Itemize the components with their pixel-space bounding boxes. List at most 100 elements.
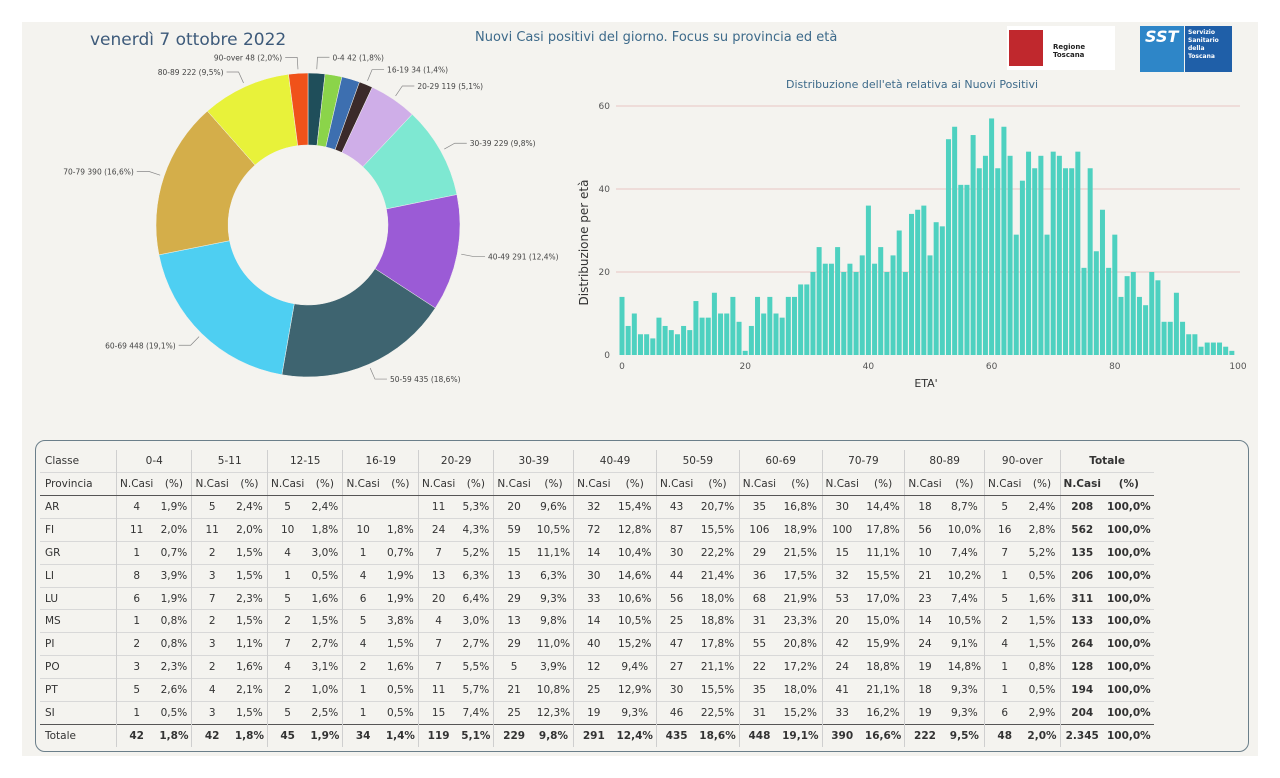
bar-age-88 — [1161, 321, 1167, 355]
pct-cell: 11,1% — [861, 540, 905, 565]
pct-cell: 9,3% — [944, 701, 985, 725]
age-donut-chart: 0-4 42 (1,8%)16-19 34 (1,4%) 20-29 119 (5… — [63, 53, 558, 384]
table-row: PI 2 0,8% 3 1,1% 7 2,7% 4 1,5% 7 2,7% 29 11,0% 40 15,2… — [40, 632, 1154, 656]
pct-cell: 23,3% — [779, 609, 823, 633]
ncasi-cell: 20 — [417, 586, 459, 610]
pct-cell: 1,5% — [382, 632, 419, 656]
bar-age-6 — [656, 317, 662, 355]
bar-age-76 — [1087, 168, 1093, 355]
ncasi-cell: 53 — [821, 586, 862, 610]
bar-age-61 — [995, 168, 1001, 355]
pct-cell: 1,6% — [307, 586, 343, 610]
ncasi-cell: 13 — [493, 563, 534, 588]
bar-age-38 — [853, 272, 859, 355]
sst-logo: SST Servizio Sanitario della Toscana — [1140, 26, 1232, 72]
ncasi-cell: 56 — [655, 586, 697, 610]
bar-age-71 — [1056, 155, 1062, 355]
table-header-row: Classe 0-4 5-11 12-15 16-19 20-29 30-39 40-49 50… — [40, 450, 1154, 473]
donut-leader-line — [444, 142, 467, 150]
header-age-group: 12-15 — [266, 450, 343, 473]
ncasi-cell: 18 — [904, 678, 945, 702]
pct-cell: 2,3% — [156, 655, 192, 679]
total-ncasi-cell: 562 — [1059, 517, 1104, 542]
ncasi-cell: 7 — [417, 632, 459, 656]
donut-leader-line — [369, 367, 387, 380]
age-distribution-bar-chart: 0 20 40 60 0 20 40 60 80 100 ETA' Distribuzione per… — [577, 102, 1247, 390]
ncasi-cell: 8 — [116, 563, 157, 588]
total-pct-cell: 100,0% — [1103, 609, 1154, 633]
ncasi-cell: 12 — [573, 655, 614, 679]
bar-age-60 — [989, 118, 995, 355]
subheader-ncasi: N.Casi — [1059, 472, 1104, 496]
subheader-ncasi: N.Casi — [821, 472, 862, 496]
subheader-pct: (%) — [231, 472, 268, 496]
donut-leader-line — [226, 71, 244, 84]
pct-cell: 3,9% — [156, 563, 192, 588]
pct-cell: 5,3% — [458, 495, 494, 519]
ncasi-cell: 10 — [904, 540, 945, 565]
pct-cell: 12,3% — [533, 701, 574, 725]
pct-cell: 1,5% — [307, 609, 343, 633]
pct-cell: 0,7% — [156, 540, 192, 565]
subheader-ncasi: N.Casi — [191, 472, 232, 496]
ncasi-cell: 222 — [904, 723, 945, 747]
bar-age-27 — [785, 296, 791, 355]
pct-cell: 21,1% — [861, 678, 905, 702]
pct-cell: 0,5% — [1024, 563, 1061, 588]
page-title: Nuovi Casi positivi del giorno. Focus su… — [475, 30, 838, 45]
ncasi-cell: 5 — [266, 586, 308, 610]
header-age-group: 40-49 — [573, 450, 657, 473]
report-date: venerdì 7 ottobre 2022 — [90, 30, 287, 50]
sst-caption-line: della — [1188, 45, 1205, 52]
province-cell: SI — [40, 701, 117, 725]
bar-age-43 — [884, 272, 890, 355]
bar-age-7 — [662, 325, 668, 355]
ncasi-cell: 13 — [493, 609, 534, 633]
ncasi-cell: 20 — [493, 495, 534, 519]
bar-age-64 — [1013, 234, 1019, 355]
ncasi-cell: 14 — [904, 609, 945, 633]
donut-leader-line — [285, 56, 299, 70]
subheader-ncasi: N.Casi — [342, 472, 383, 496]
ncasi-cell: 7 — [417, 655, 459, 679]
bar-age-17 — [724, 313, 730, 355]
pct-cell: 1,1% — [231, 632, 268, 656]
pct-cell: 1,5% — [231, 701, 268, 725]
ncasi-cell: 448 — [738, 723, 780, 747]
bar-age-20 — [742, 350, 748, 355]
pct-cell: 9,8% — [533, 609, 574, 633]
header-age-group: 90-over — [984, 450, 1061, 473]
pct-cell: 2,4% — [1024, 495, 1061, 519]
pct-cell: 14,8% — [944, 655, 985, 679]
pct-cell: 9,6% — [533, 495, 574, 519]
bar-age-89 — [1167, 321, 1173, 355]
pct-cell: 10,2% — [944, 563, 985, 588]
table-row: PT 5 2,6% 4 2,1% 2 1,0% 1 0,5% 11 5,7% 21 10,8% 25 12,… — [40, 678, 1154, 702]
ncasi-cell: 29 — [493, 586, 534, 610]
pct-cell: 17,2% — [779, 655, 823, 679]
pct-cell: 12,9% — [613, 678, 657, 702]
donut-leader-line — [461, 253, 486, 257]
pct-cell: 2,0% — [156, 517, 192, 542]
bar-age-97 — [1217, 342, 1223, 355]
y-tick-label: 20 — [599, 268, 611, 278]
bar-age-45 — [896, 230, 902, 355]
header-totale: Totale — [1059, 450, 1154, 473]
pct-cell: 15,9% — [861, 632, 905, 656]
ncasi-cell: 31 — [738, 609, 780, 633]
pct-cell: 18,0% — [696, 586, 740, 610]
bar-age-0 — [619, 296, 625, 355]
ncasi-cell: 34 — [342, 723, 383, 747]
ncasi-cell: 4 — [417, 609, 459, 633]
subheader-pct: (%) — [533, 472, 574, 496]
total-pct-cell: 100,0% — [1103, 678, 1154, 702]
subheader-ncasi: N.Casi — [904, 472, 945, 496]
province-cell: PO — [40, 655, 117, 679]
pct-cell: 0,5% — [382, 701, 419, 725]
pct-cell: 7,4% — [458, 701, 494, 725]
bar-age-3 — [637, 334, 643, 355]
bar-age-94 — [1198, 346, 1204, 355]
bar-age-8 — [668, 330, 674, 355]
province-cell: PI — [40, 632, 117, 656]
ncasi-cell: 59 — [493, 517, 534, 542]
